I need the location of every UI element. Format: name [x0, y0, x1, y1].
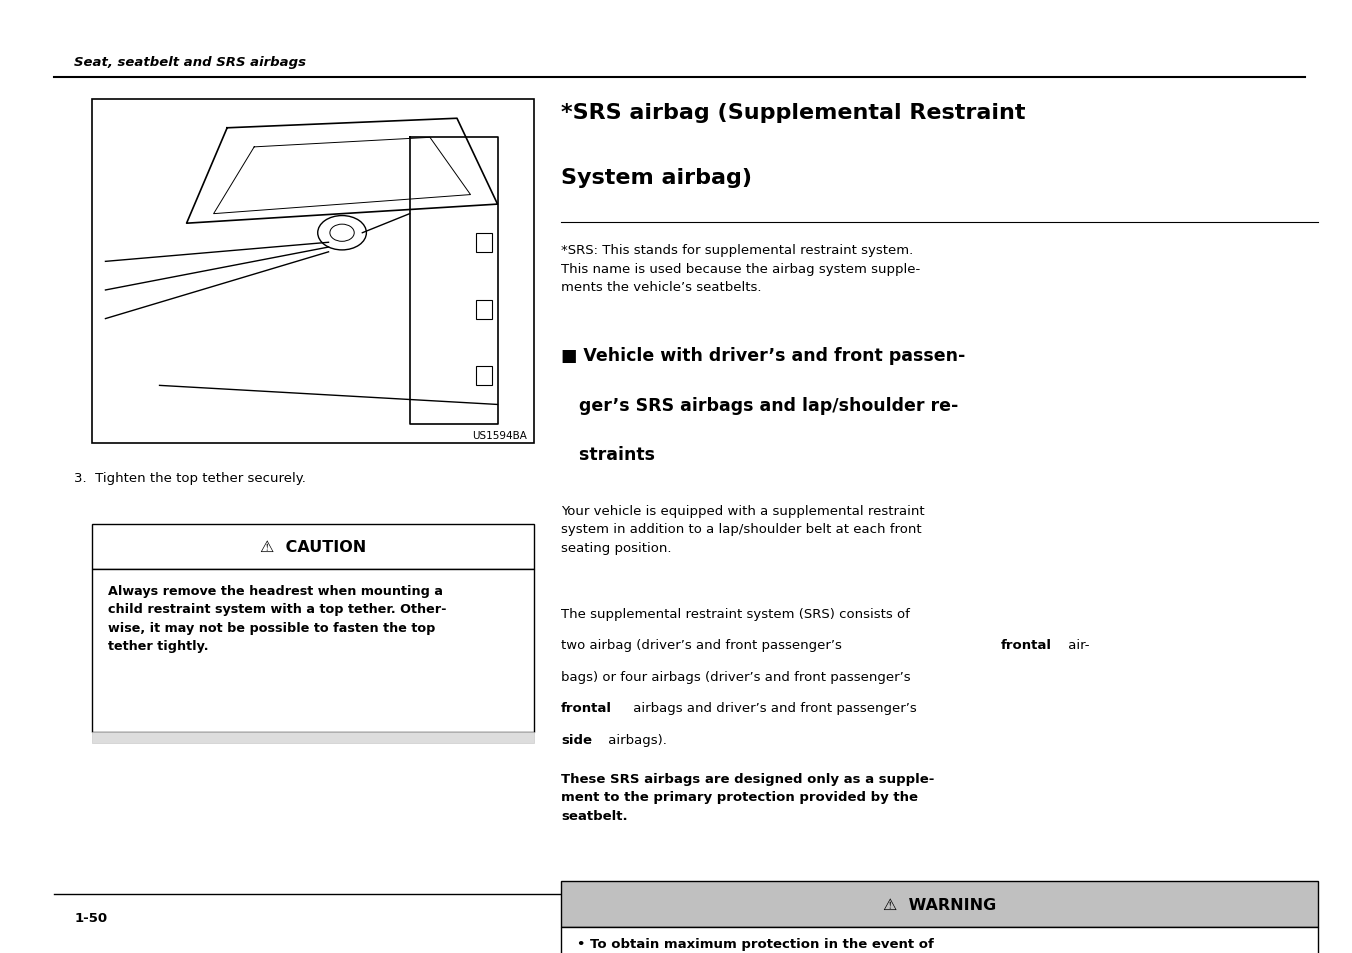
Text: ger’s SRS airbags and lap/shoulder re-: ger’s SRS airbags and lap/shoulder re- [561, 396, 959, 415]
Bar [92, 524, 534, 570]
Text: ⚠  WARNING: ⚠ WARNING [883, 897, 996, 912]
Text: System airbag): System airbag) [561, 168, 752, 188]
Text: frontal: frontal [1000, 639, 1052, 652]
Text: Always remove the headrest when mounting a
child restraint system with a top tet: Always remove the headrest when mounting… [108, 584, 446, 653]
Text: Your vehicle is equipped with a supplemental restraint
system in addition to a l: Your vehicle is equipped with a suppleme… [561, 504, 925, 554]
Bar [561, 882, 1318, 927]
Text: airbags).: airbags). [604, 733, 668, 746]
Text: airbags and driver’s and front passenger’s: airbags and driver’s and front passenger… [629, 701, 917, 715]
Text: 1-50: 1-50 [74, 911, 108, 924]
Circle shape [330, 225, 354, 242]
Text: • To obtain maximum protection in the event of
   an accident, the driver and al: • To obtain maximum protection in the ev… [577, 937, 955, 953]
Text: The supplemental restraint system (SRS) consists of: The supplemental restraint system (SRS) … [561, 607, 910, 620]
Bar [92, 100, 534, 443]
Text: side: side [561, 733, 592, 746]
Text: *SRS airbag (Supplemental Restraint: *SRS airbag (Supplemental Restraint [561, 103, 1026, 123]
Text: bags) or four airbags (driver’s and front passenger’s: bags) or four airbags (driver’s and fron… [561, 670, 911, 683]
Text: two airbag (driver’s and front passenger’s: two airbag (driver’s and front passenger… [561, 639, 846, 652]
Circle shape [318, 216, 366, 251]
Text: air-: air- [1064, 639, 1090, 652]
Bar [476, 300, 492, 319]
Text: *SRS: This stands for supplemental restraint system.
This name is used because t: *SRS: This stands for supplemental restr… [561, 244, 921, 294]
Text: ■ Vehicle with driver’s and front passen-: ■ Vehicle with driver’s and front passen… [561, 347, 965, 365]
Bar [476, 367, 492, 386]
Text: straints: straints [561, 446, 656, 464]
Text: 3.  Tighten the top tether securely.: 3. Tighten the top tether securely. [74, 472, 307, 485]
Bar [92, 570, 534, 732]
Text: Seat, seatbelt and SRS airbags: Seat, seatbelt and SRS airbags [74, 55, 307, 69]
Bar [561, 927, 1318, 953]
Bar [476, 233, 492, 253]
Text: These SRS airbags are designed only as a supple-
ment to the primary protection : These SRS airbags are designed only as a… [561, 772, 934, 821]
Text: ⚠  CAUTION: ⚠ CAUTION [260, 539, 366, 555]
Text: frontal: frontal [561, 701, 612, 715]
Bar [92, 732, 534, 743]
Text: US1594BA: US1594BA [472, 431, 527, 440]
